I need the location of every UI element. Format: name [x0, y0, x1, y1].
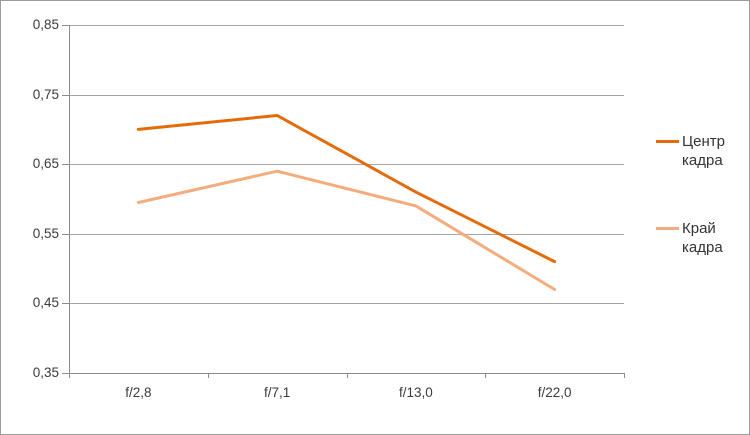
x-axis-label: f/13,0 — [398, 385, 433, 400]
series-line-1 — [136, 169, 557, 291]
legend-line-swatch-edge — [656, 227, 679, 230]
y-axis-label: 0,55 — [32, 226, 59, 241]
legend-label-center: Центр кадра — [682, 133, 725, 169]
x-axis-label: f/7,1 — [263, 385, 291, 400]
x-axis-label: f/22,0 — [537, 385, 572, 400]
y-axis-label: 0,35 — [32, 365, 59, 380]
x-axis-label: f/2,8 — [125, 385, 152, 400]
y-axis-label: 0,85 — [32, 17, 59, 32]
legend-line-swatch-center — [656, 140, 679, 143]
y-axis-label: 0,45 — [32, 295, 59, 310]
legend-item-edge-frame: Край кадра — [656, 219, 748, 257]
y-axis-label: 0,65 — [32, 156, 59, 171]
series-line-0 — [136, 113, 557, 264]
legend-item-center-frame: Центр кадра — [656, 132, 748, 170]
legend-label-edge: Край кадра — [682, 220, 723, 256]
y-axis-label: 0,75 — [32, 87, 59, 102]
